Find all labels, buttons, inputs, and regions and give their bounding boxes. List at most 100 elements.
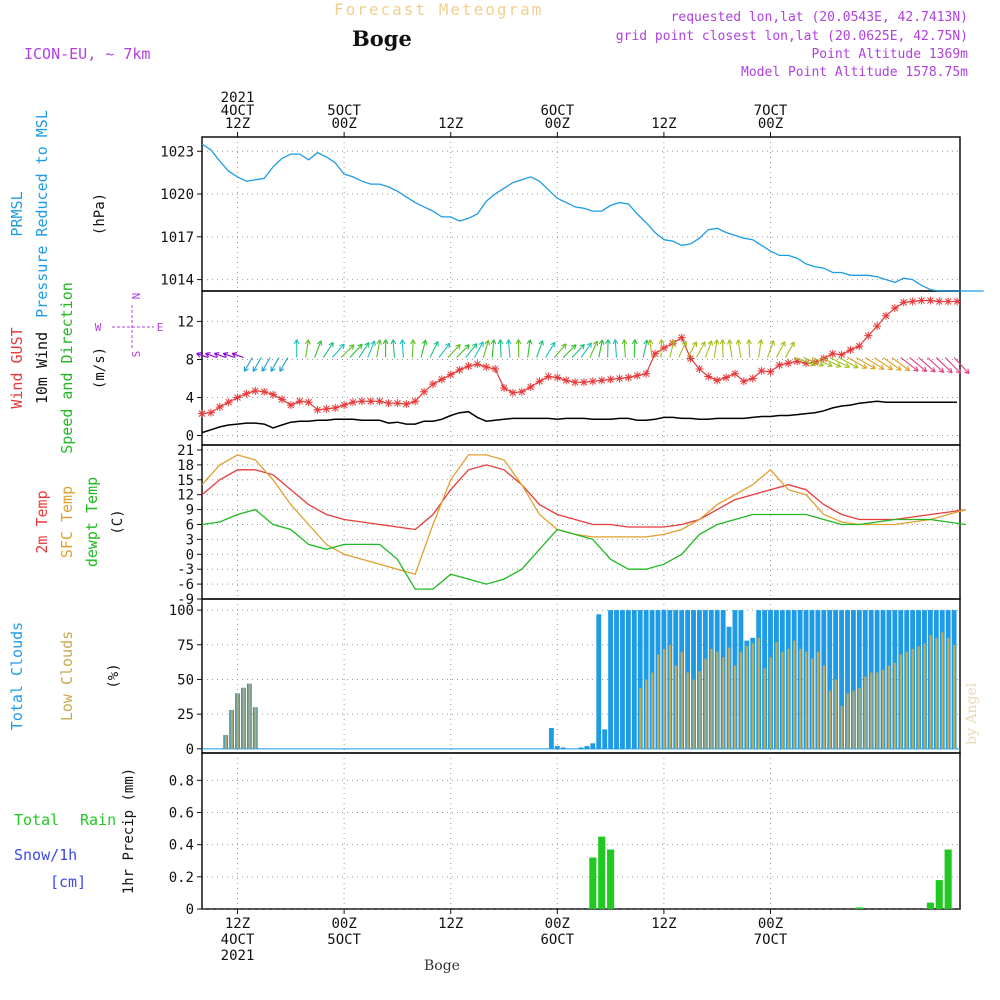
gust-marker [402,400,411,409]
low-cloud-bar [775,642,778,749]
gust-marker [615,374,624,383]
wind-arrow [367,340,376,358]
sfctemp-line [201,454,967,575]
total-cloud-bar [850,610,856,749]
top-time-tick-label: 5OCT [327,103,361,119]
total-cloud-bar [560,747,566,749]
rain-bar [598,836,606,909]
wind-arrow [820,357,842,368]
gust-marker [597,376,606,385]
total-cloud-bar [596,614,602,749]
bottom-time-tick-label: 12Z [225,916,250,932]
total-cloud-bar [608,610,614,749]
wind-arrow [802,357,824,367]
gust-marker [508,388,517,397]
wind-arrow-head [746,339,752,345]
panel-frame [201,752,961,910]
gust-marker [473,360,482,369]
y-tick-label: 0.4 [169,838,194,854]
chart-subtitle: Forecast Meteogram [334,0,544,19]
panel-frame [201,290,961,446]
wind-arrow [642,339,648,358]
wind10m-line [201,400,957,434]
gust-marker [269,390,278,399]
gust-marker [562,376,571,385]
wind-arrow [322,342,334,358]
y-tick-label: -3 [177,562,194,578]
low-cloud-bar [781,651,784,749]
gust-marker [686,354,695,363]
pressure-ylabel-2: Pressure Reduced to MSL [33,110,51,318]
total-cloud-bar [839,610,844,749]
wind-arrow-head [304,339,311,345]
model-label: ICON-EU, ~ 7km [24,45,151,63]
low-cloud-bar [810,658,814,749]
panel-frame [201,444,961,600]
low-cloud-bar [923,643,926,749]
wind-arrow-head [861,363,868,369]
gust-marker [464,362,473,371]
wind-arrow-head [964,368,970,375]
y-tick-label: 0 [186,428,194,444]
low-cloud-bar [799,648,802,749]
y-tick-label: 75 [177,638,194,654]
wind-arrow-head [955,368,962,374]
wind-arrow-head [605,339,611,345]
wind-arrow-head [612,339,619,345]
wind-arrow-head [896,365,902,371]
gust-marker [420,387,429,396]
y-tick-label: 12 [177,488,194,504]
gust-marker [428,380,437,389]
temp2m-line [201,464,966,531]
compass-east: E [157,321,164,334]
gust-marker [881,311,890,320]
wind-arrow-head [243,366,249,372]
wind-arrow-head [328,341,334,348]
legend-rain: Rain [80,811,116,829]
low-cloud-bar [858,687,861,749]
wind-arrow [340,344,355,358]
low-cloud-bar [662,648,666,749]
wind-arrow-head [681,340,688,347]
low-cloud-bar [870,672,873,749]
low-cloud-bar [757,637,760,749]
wind-arrow [429,341,439,358]
gust-marker [855,342,864,351]
low-cloud-bar [882,669,885,749]
y-tick-label: 8 [186,352,194,368]
low-cloud-bar [745,646,749,749]
gust-marker [340,401,349,410]
wind-arrow [438,342,451,358]
wind-arrow [205,352,217,359]
total-cloud-bar [845,610,850,749]
pressure-line [557,197,984,292]
wind-arrow-head [938,367,945,373]
y-tick-label: 1014 [160,273,194,289]
wind-arrow [527,339,531,358]
wind-arrow-head [713,339,720,345]
gust-marker [437,375,446,384]
grid-point-coords: grid point closest lon,lat (20.0625E, 42… [615,29,968,44]
gust-marker [793,357,802,366]
wind-arrow [223,352,235,359]
low-cloud-bar [739,651,743,749]
y-tick-label: 1023 [160,144,194,160]
low-cloud-bar [769,657,772,749]
gust-marker [277,395,286,404]
gust-marker [313,405,322,414]
wind-arrow-head [570,344,577,350]
wind-arrow [909,357,927,372]
wind-arrow-head [231,352,238,358]
low-cloud-bar [224,734,227,749]
y-tick-label: 0 [186,547,194,563]
low-cloud-bar [645,679,648,749]
y-tick-label: 4 [186,390,194,406]
pressure-panel: 1014 1017 1020 1023 [160,136,961,292]
wind-arrow [392,339,396,358]
total-cloud-bar [827,610,833,749]
gust-marker [215,402,224,411]
wind-arrow [482,340,490,358]
wind-arrow-head [757,339,764,345]
rain-bar [855,907,863,909]
wind-ylabel-unit: (m/s) [92,347,108,389]
